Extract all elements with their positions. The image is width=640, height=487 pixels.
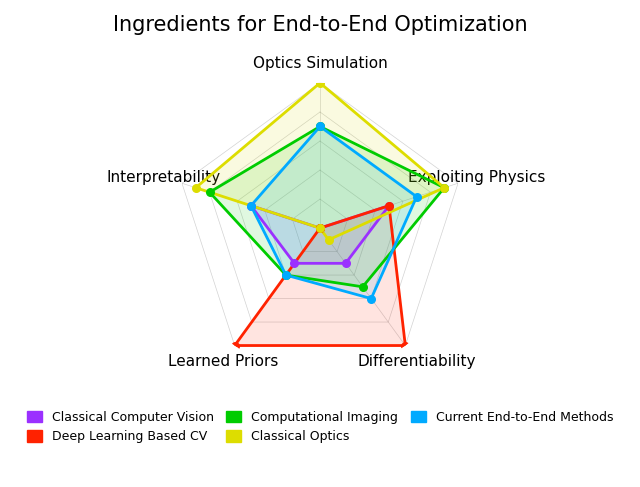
Point [384, 202, 394, 209]
Point [204, 188, 214, 196]
Point [400, 342, 410, 350]
Legend: Classical Computer Vision, Deep Learning Based CV, Computational Imaging, Classi: Classical Computer Vision, Deep Learning… [22, 406, 618, 449]
Point [315, 79, 325, 87]
Point [289, 260, 300, 267]
Point [230, 342, 240, 350]
Point [315, 123, 325, 131]
Point [384, 202, 394, 209]
Point [366, 295, 376, 302]
Polygon shape [251, 206, 389, 263]
Point [439, 184, 449, 191]
Point [358, 283, 368, 291]
Point [281, 271, 291, 279]
Point [191, 184, 201, 191]
Point [315, 224, 325, 232]
Point [323, 236, 333, 244]
Polygon shape [235, 206, 405, 346]
Point [246, 202, 256, 209]
Point [340, 260, 351, 267]
Point [246, 202, 256, 209]
Point [315, 224, 325, 232]
Point [439, 184, 449, 191]
Point [412, 193, 422, 201]
Point [315, 224, 325, 232]
Polygon shape [209, 127, 444, 287]
Point [315, 224, 325, 232]
Polygon shape [196, 83, 444, 240]
Point [281, 271, 291, 279]
Polygon shape [251, 127, 417, 299]
Title: Ingredients for End-to-End Optimization: Ingredients for End-to-End Optimization [113, 15, 527, 35]
Point [315, 123, 325, 131]
